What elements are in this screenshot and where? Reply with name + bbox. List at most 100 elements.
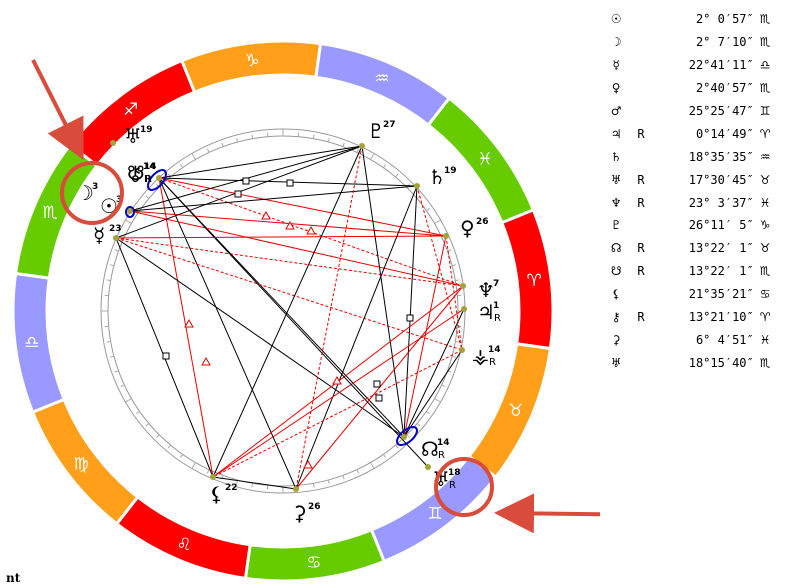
planet-row-lilith: ⚸ 21°35′21″ ♋ [600, 283, 790, 306]
planet-degree: 23 [109, 224, 122, 234]
planet-dots [110, 140, 467, 492]
degree-tick [382, 164, 387, 168]
degree-tick [406, 434, 410, 438]
planet-label-vesta: ⚶ 14 R [472, 344, 501, 368]
retrograde-flag [632, 328, 649, 351]
planet-row-saturn: ♄ 18°35′35″ ♒ [600, 145, 790, 168]
chiron-symbol-icon: ⚷ [611, 310, 621, 325]
aspect-marker-triangle [184, 318, 194, 328]
planet-label-chiron: ⚷ 14 R [128, 161, 157, 185]
degree-tick [191, 462, 196, 469]
planet-row-pluto: ♇ 26°11′ 5″ ♑ [600, 214, 790, 237]
planet-position: 13°21′10″ [688, 310, 754, 325]
planet-row-chiron: ⚷ R 13°21′10″ ♈ [600, 306, 790, 329]
aspect-line-jupiter-lilith [212, 308, 465, 478]
retrograde-flag: R [637, 172, 645, 187]
uranus-symbol-icon: ♅ [610, 172, 622, 187]
planet-degree: 27 [383, 120, 396, 130]
planet-dot-neptune [460, 283, 466, 289]
venus-symbol-icon: ♀ [611, 81, 621, 96]
natal-chart-wheel: ♈♉♊♋♌♍♎♏♐♑♒♓ ☽3☉3☿ 23⚷ 14R♇27♄19♀ 26♆7♃1R⚶ 1… [11, 39, 600, 583]
sign-glyph-icon: ♏ [759, 35, 771, 50]
aspect-lines [115, 145, 465, 490]
aspect-line-venus-north-node [403, 235, 447, 438]
zodiac-glyph-taurus: ♉ [508, 401, 523, 421]
zodiac-segment-pisces [426, 96, 536, 225]
planet-label-ceres: ⚳ 26 [292, 501, 321, 525]
aspect-marker-triangle [332, 375, 342, 385]
retrograde-flag [632, 54, 649, 77]
aspect-line-mercury-neptune [115, 237, 464, 287]
aspect-line-pluto-lilith [212, 145, 363, 478]
planet-degree: 19 [140, 125, 153, 135]
degree-tick [426, 207, 430, 212]
degree-tick [145, 195, 150, 199]
conjunction-ring [147, 169, 167, 191]
zodiac-glyph-gemini: ♊ [428, 504, 443, 524]
zodiac-glyph-aries: ♈ [526, 271, 541, 291]
highlight-annotations [31, 59, 600, 534]
planet-degree: 3 [92, 182, 98, 192]
degree-tick [251, 134, 254, 139]
highlight-circle-taurus [434, 457, 494, 517]
planet-dot-jupiter [461, 306, 467, 312]
planet-row-south-node: ☋ R 13°22′ 1″ ♏ [600, 260, 790, 283]
zodiac-glyph-leo: ♌ [177, 535, 192, 555]
planet-row-venus: ♀ 2°40′57″ ♏ [600, 77, 790, 100]
degree-tick [395, 444, 399, 449]
planet-label-south-node: ☋14 R [127, 161, 156, 185]
sign-glyph-icon: ♋ [759, 287, 771, 302]
planet-position: 18°15′40″ [688, 355, 754, 370]
planet-position: 13°22′ 1″ [688, 264, 754, 279]
retrograde-flag [632, 100, 649, 123]
planet-position: 23° 3′37″ [688, 195, 754, 210]
degree-tick [125, 398, 132, 403]
planet-label-mercury: ☿ 23 [93, 223, 122, 247]
moon-symbol-icon: ☽ [610, 35, 622, 50]
retrograde-flag: R [637, 241, 645, 256]
retrograde-flag [632, 145, 649, 168]
planet-retrograde: R [145, 174, 152, 185]
planet-retrograde: R [449, 480, 456, 491]
degree-tick [156, 434, 160, 438]
jupiter-symbol-icon: ♃ [610, 126, 622, 141]
aspect-line-pluto-ceres [295, 145, 363, 490]
degree-tick [221, 142, 224, 147]
retrograde-flag: R [637, 310, 645, 325]
aspect-marker-square [242, 177, 250, 185]
aspect-line-mercury-vesta [115, 237, 463, 351]
degree-tick [434, 219, 441, 224]
planet-degree: 26 [476, 217, 489, 227]
degree-tick [312, 483, 315, 488]
ceres-symbol-icon: ⚳ [611, 332, 621, 347]
lilith-symbol-icon: ⚸ [611, 287, 621, 302]
planet-degree: 26 [308, 502, 321, 512]
aspect-marker-square [234, 190, 242, 198]
sign-glyph-icon: ♏ [759, 81, 771, 96]
aspect-marker-triangle [261, 210, 271, 220]
saturn-symbol-icon: ♄ [610, 149, 622, 164]
planet-position: 22°41′11″ [688, 58, 754, 73]
planet-position: 26°11′ 5″ [688, 218, 754, 233]
planet-label-saturn: ♄19 [428, 165, 457, 189]
sign-glyph-icon: ♓ [759, 332, 771, 347]
planet-retrograde: R [494, 313, 501, 324]
aspect-line-mercury-venus [115, 235, 447, 239]
aspect-marker-triangle [201, 356, 211, 366]
planet-position: 13°22′ 1″ [688, 241, 754, 256]
sign-glyph-icon: ♊ [759, 104, 771, 118]
aspect-line-sun-neptune [129, 210, 464, 287]
planet-label-neptune: ♆7 [477, 278, 499, 302]
planet-dot-venus [443, 233, 449, 239]
saturn-glyph-icon: ♄ [428, 165, 446, 189]
degree-tick [145, 423, 150, 427]
degree-tick [191, 153, 196, 160]
planet-dot-lilith [210, 474, 216, 480]
south-node-symbol-icon: ☋ [610, 264, 622, 279]
degree-tick [251, 483, 254, 488]
north-node-symbol-icon: ☊ [610, 241, 622, 256]
aspect-line-chiron-uranus [158, 177, 429, 468]
retrograde-flag: R [637, 126, 645, 141]
planet-degree: 14 [488, 345, 501, 355]
aspect-line-mercury-north-node [115, 237, 405, 438]
